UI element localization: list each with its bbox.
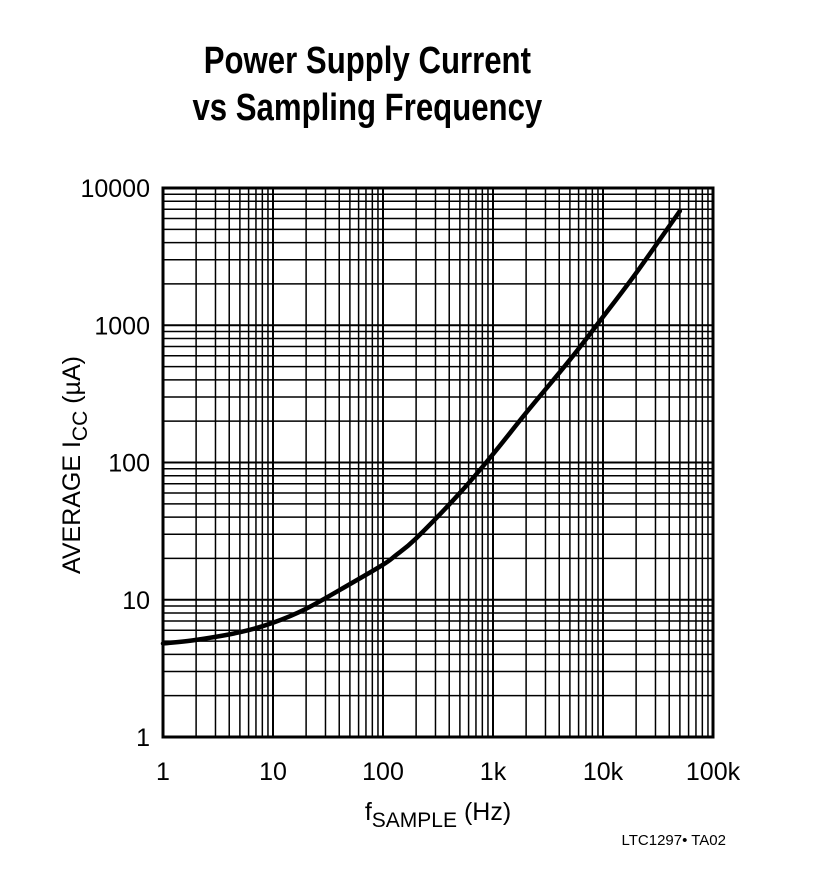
x-tick-label: 1k	[480, 758, 507, 786]
x-tick-label: 10k	[583, 758, 624, 786]
x-tick-label: 100	[362, 758, 404, 786]
y-axis-label: AVERAGE ICC (µA)	[58, 356, 92, 574]
title-line-2: vs Sampling Frequency	[192, 87, 543, 129]
figure-id: LTC1297• TA02	[621, 832, 726, 849]
y-tick-label: 100	[108, 450, 150, 478]
x-tick-label: 10	[259, 758, 287, 786]
y-tick-label: 1000	[94, 312, 150, 340]
y-tick-label: 10	[122, 587, 150, 615]
data-series-line	[160, 208, 683, 646]
x-tick-label: 1	[156, 758, 170, 786]
y-tick-label: 10000	[80, 175, 150, 203]
plot-frame	[161, 186, 715, 739]
y-tick-label: 1	[136, 724, 150, 752]
x-tick-label: 100k	[686, 758, 741, 786]
x-axis-label: fSAMPLE (Hz)	[365, 798, 511, 832]
title-line-1: Power Supply Current	[203, 40, 531, 82]
chart-title: Power Supply Current vs Sampling Frequen…	[0, 38, 735, 132]
